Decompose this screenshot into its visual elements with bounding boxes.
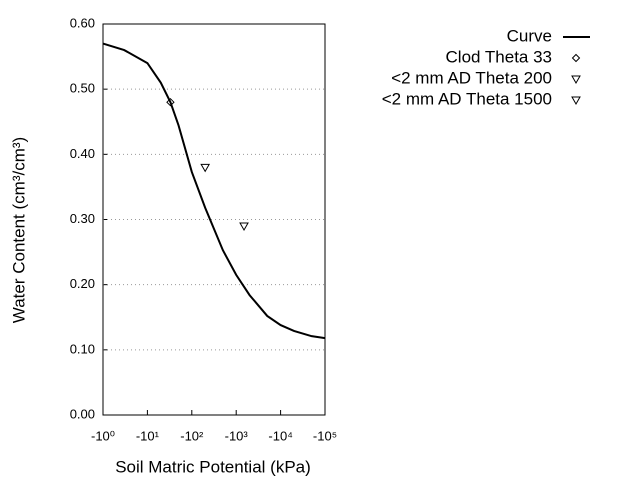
y-tick-label: 0.50 [70,81,95,96]
y-tick-label: 0.20 [70,276,95,291]
legend-swatch [571,53,581,63]
data-point [239,222,249,232]
data-point [200,163,211,173]
y-tick-label: 0.40 [70,146,95,161]
x-tick-label: -10⁴ [268,428,292,443]
data-point [166,97,175,107]
y-axis-label: Water Content (cm³/cm³) [9,137,28,323]
curve-line [102,42,326,340]
x-axis-label: Soil Matric Potential (kPa) [115,457,311,476]
plot-frame [102,23,326,416]
x-tick-label: -10⁵ [313,428,337,443]
legend-label: <2 mm AD Theta 1500 [382,89,552,108]
y-tick-label: 0.10 [70,341,95,356]
x-tick-label: -10⁰ [91,428,115,443]
legend-label: <2 mm AD Theta 200 [391,68,552,87]
y-tick-label: 0.60 [70,15,95,30]
legend-swatch [571,96,581,106]
legend-swatch [571,75,581,85]
y-tick-label: 0.30 [70,211,95,226]
x-tick-label: -10¹ [136,428,160,443]
x-tick-label: -10² [180,428,204,443]
x-tick-label: -10³ [225,428,249,443]
legend-label: Curve [507,26,552,45]
legend-label: Clod Theta 33 [446,47,552,66]
y-tick-label: 0.00 [70,406,95,421]
